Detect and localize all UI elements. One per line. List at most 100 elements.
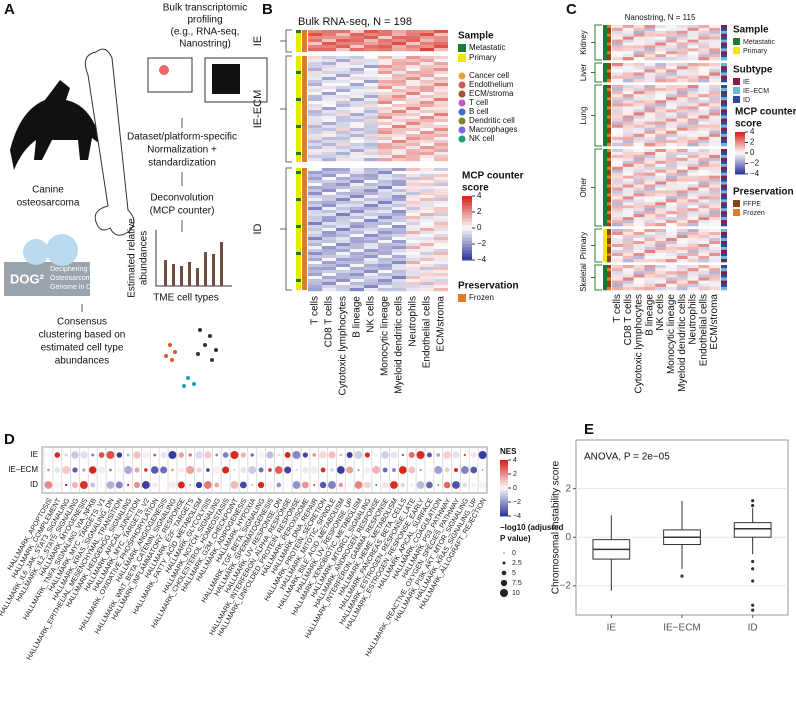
heatmap-cell bbox=[666, 169, 677, 173]
heatmap-cell bbox=[350, 213, 364, 217]
heatmap-cell bbox=[633, 280, 645, 285]
heatmap-cell bbox=[655, 238, 667, 242]
heatmap-cell bbox=[644, 30, 656, 35]
heatmap-cell bbox=[350, 207, 364, 211]
heatmap-cell bbox=[420, 68, 434, 72]
subtype-bar bbox=[721, 142, 727, 147]
enrichment-dot bbox=[214, 482, 220, 488]
heatmap-cell bbox=[420, 264, 434, 268]
legend-label: B cell bbox=[469, 107, 489, 116]
heatmap-cell bbox=[420, 282, 434, 286]
preservation-bar bbox=[607, 124, 611, 128]
heatmap-cell bbox=[350, 285, 364, 289]
heatmap-cell bbox=[633, 253, 645, 257]
heatmap-cell bbox=[612, 178, 623, 182]
enrichment-dot bbox=[152, 482, 158, 488]
heatmap-cell bbox=[633, 256, 645, 260]
step-text: abundances bbox=[55, 356, 110, 367]
heatmap-cell bbox=[336, 261, 350, 265]
heatmap-cell bbox=[364, 189, 378, 193]
heatmap-cell bbox=[709, 187, 721, 191]
heatmap-cell bbox=[392, 243, 406, 247]
heatmap-cell bbox=[666, 193, 677, 197]
heatmap-cell bbox=[336, 152, 350, 156]
heatmap-cell bbox=[676, 283, 688, 288]
subtype-bar bbox=[721, 94, 727, 98]
subtype-bar bbox=[721, 265, 727, 269]
heatmap-cell bbox=[709, 112, 721, 116]
heatmap-cell bbox=[308, 110, 322, 114]
heatmap-cell bbox=[687, 149, 699, 153]
preservation-bar bbox=[607, 88, 611, 92]
column-label: B lineage bbox=[644, 294, 655, 336]
heatmap-cell bbox=[350, 261, 364, 265]
heatmap-cell bbox=[666, 25, 677, 29]
heatmap-cell bbox=[687, 112, 699, 116]
heatmap-cell bbox=[364, 68, 378, 72]
enrichment-dot bbox=[82, 468, 86, 472]
heatmap-cell bbox=[350, 234, 364, 238]
heatmap-cell bbox=[666, 259, 677, 263]
heatmap-cell bbox=[655, 103, 667, 107]
heatmap-cell bbox=[698, 130, 710, 135]
heatmap-cell bbox=[378, 255, 392, 259]
heatmap-cell bbox=[666, 280, 677, 285]
heatmap-cell bbox=[666, 271, 677, 275]
heatmap-cell bbox=[644, 54, 656, 58]
heatmap-cell bbox=[392, 39, 406, 43]
heatmap-cell bbox=[378, 192, 392, 196]
heatmap-cell bbox=[308, 168, 322, 172]
heatmap-cell bbox=[336, 119, 350, 123]
heatmap-cell bbox=[666, 178, 677, 182]
heatmap-cell bbox=[392, 59, 406, 63]
heatmap-cell bbox=[633, 136, 645, 141]
step-text: (e.g., RNA-seq, bbox=[171, 27, 240, 38]
heatmap-cell bbox=[644, 271, 656, 275]
cluster-dots bbox=[164, 328, 218, 388]
heatmap-cell bbox=[336, 125, 350, 129]
heatmap-cell bbox=[709, 45, 721, 49]
heatmap-cell bbox=[709, 253, 721, 257]
heatmap-cell bbox=[420, 204, 434, 208]
heatmap-cell bbox=[308, 62, 322, 66]
heatmap-cell bbox=[612, 169, 623, 173]
heatmap-cell bbox=[308, 282, 322, 286]
heatmap-cell bbox=[420, 80, 434, 84]
heatmap-cell bbox=[322, 125, 336, 129]
heatmap-cell bbox=[364, 282, 378, 286]
heatmap-cell bbox=[406, 255, 420, 259]
preservation-bar bbox=[607, 142, 611, 147]
preservation-bar bbox=[607, 196, 611, 200]
heatmap-cell bbox=[378, 210, 392, 214]
heatmap-cell bbox=[633, 166, 645, 171]
heatmap-cell bbox=[655, 45, 667, 49]
heatmap-cell bbox=[434, 65, 448, 69]
mini-bars bbox=[164, 242, 223, 286]
heatmap-cell bbox=[322, 89, 336, 93]
heatmap-cell bbox=[434, 71, 448, 75]
heatmap-cell bbox=[622, 154, 634, 159]
sample-bar bbox=[603, 42, 607, 46]
heatmap-cell bbox=[434, 186, 448, 190]
heatmap-cell bbox=[676, 229, 688, 233]
sample-bar bbox=[603, 259, 607, 263]
heatmap-cell bbox=[378, 155, 392, 159]
heatmap-cell bbox=[644, 274, 656, 278]
heatmap-cell bbox=[676, 223, 688, 227]
heatmap-cell bbox=[709, 78, 721, 83]
heatmap-cell bbox=[655, 271, 667, 275]
heatmap-cell bbox=[308, 152, 322, 156]
heatmap-cell bbox=[434, 33, 448, 37]
colorbar-label: 0 bbox=[750, 148, 755, 157]
heatmap-cell bbox=[644, 220, 656, 224]
enrichment-dot bbox=[251, 484, 254, 486]
heatmap-cell bbox=[322, 246, 336, 250]
heatmap-cell bbox=[336, 258, 350, 262]
heatmap-cell bbox=[698, 51, 710, 55]
preservation-bar bbox=[607, 54, 611, 58]
heatmap-cell bbox=[336, 207, 350, 211]
heatmap-cell bbox=[364, 83, 378, 87]
heatmap-cell bbox=[687, 27, 699, 32]
column-label: T cells bbox=[310, 296, 321, 325]
heatmap-cell bbox=[709, 69, 721, 73]
